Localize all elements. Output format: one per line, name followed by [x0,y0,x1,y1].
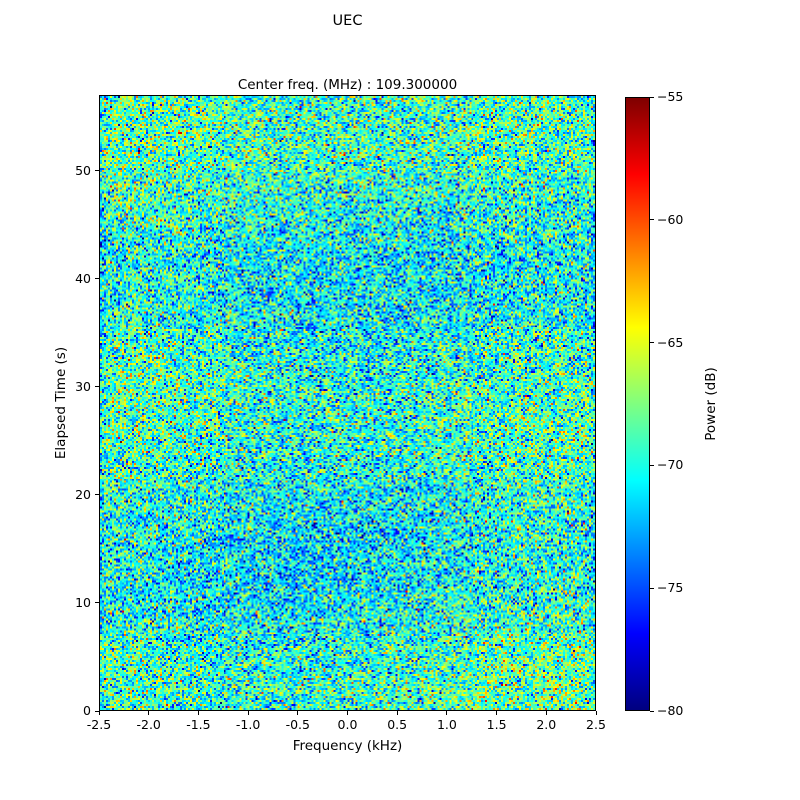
x-tick-label: -2.0 [136,717,161,732]
x-tick-mark [247,711,249,715]
x-tick-label: 0.0 [337,717,358,732]
x-tick-mark [148,711,150,715]
colorbar-tick-mark [650,710,654,712]
x-tick-label: 0.5 [387,717,408,732]
x-tick-mark [347,711,348,715]
x-tick-label: -1.5 [186,717,211,732]
colorbar [625,97,650,711]
x-tick-mark [545,711,547,715]
colorbar-tick-mark [650,219,654,221]
y-tick-mark [95,602,99,604]
colorbar-tick-mark [650,587,654,589]
colorbar-tick-label: −70 [657,457,684,473]
x-tick-mark [446,711,448,715]
colorbar-tick-label: −60 [657,211,684,227]
y-tick-label: 10 [75,594,91,610]
x-tick-label: -2.5 [86,717,112,732]
colorbar-tick-label: −65 [657,334,684,350]
colorbar-tick-label: −55 [657,89,684,104]
colorbar-tick-label: −75 [657,580,684,596]
x-tick-mark [297,711,299,715]
colorbar-tick-mark [650,96,654,98]
x-tick-label: 1.0 [436,717,457,732]
y-tick-label: 50 [75,162,91,178]
y-tick-label: 0 [83,703,91,718]
y-tick-mark [95,278,99,280]
y-axis-label: Elapsed Time (s) [53,346,69,460]
x-tick-mark [595,711,597,715]
x-tick-label: 2.0 [536,717,557,732]
colorbar-tick-label: −80 [657,703,684,718]
y-tick-mark [95,710,99,712]
x-tick-label: -0.5 [285,717,310,732]
spectrogram-canvas [100,96,595,710]
colorbar-tick-mark [650,342,654,344]
header-line-center-freq: Center freq. (MHz) : 109.300000 [237,77,458,93]
plot-area [99,95,596,711]
x-tick-label: 1.5 [486,717,507,732]
x-axis-label: Frequency (kHz) [292,738,403,754]
y-tick-mark [95,494,99,496]
y-tick-mark [95,170,99,172]
x-tick-label: 2.5 [586,717,606,732]
y-tick-label: 40 [75,270,91,286]
x-tick-label: -1.0 [235,717,261,732]
colorbar-tick-mark [650,464,654,466]
x-tick-mark [496,711,498,715]
y-tick-label: 20 [75,486,91,502]
x-tick-mark [98,711,100,715]
colorbar-label: Power (dB) [703,367,719,441]
figure-title: UEC [332,13,363,29]
x-tick-mark [197,711,199,715]
x-tick-mark [396,711,398,715]
y-tick-mark [95,386,99,388]
y-tick-label: 30 [75,378,91,394]
